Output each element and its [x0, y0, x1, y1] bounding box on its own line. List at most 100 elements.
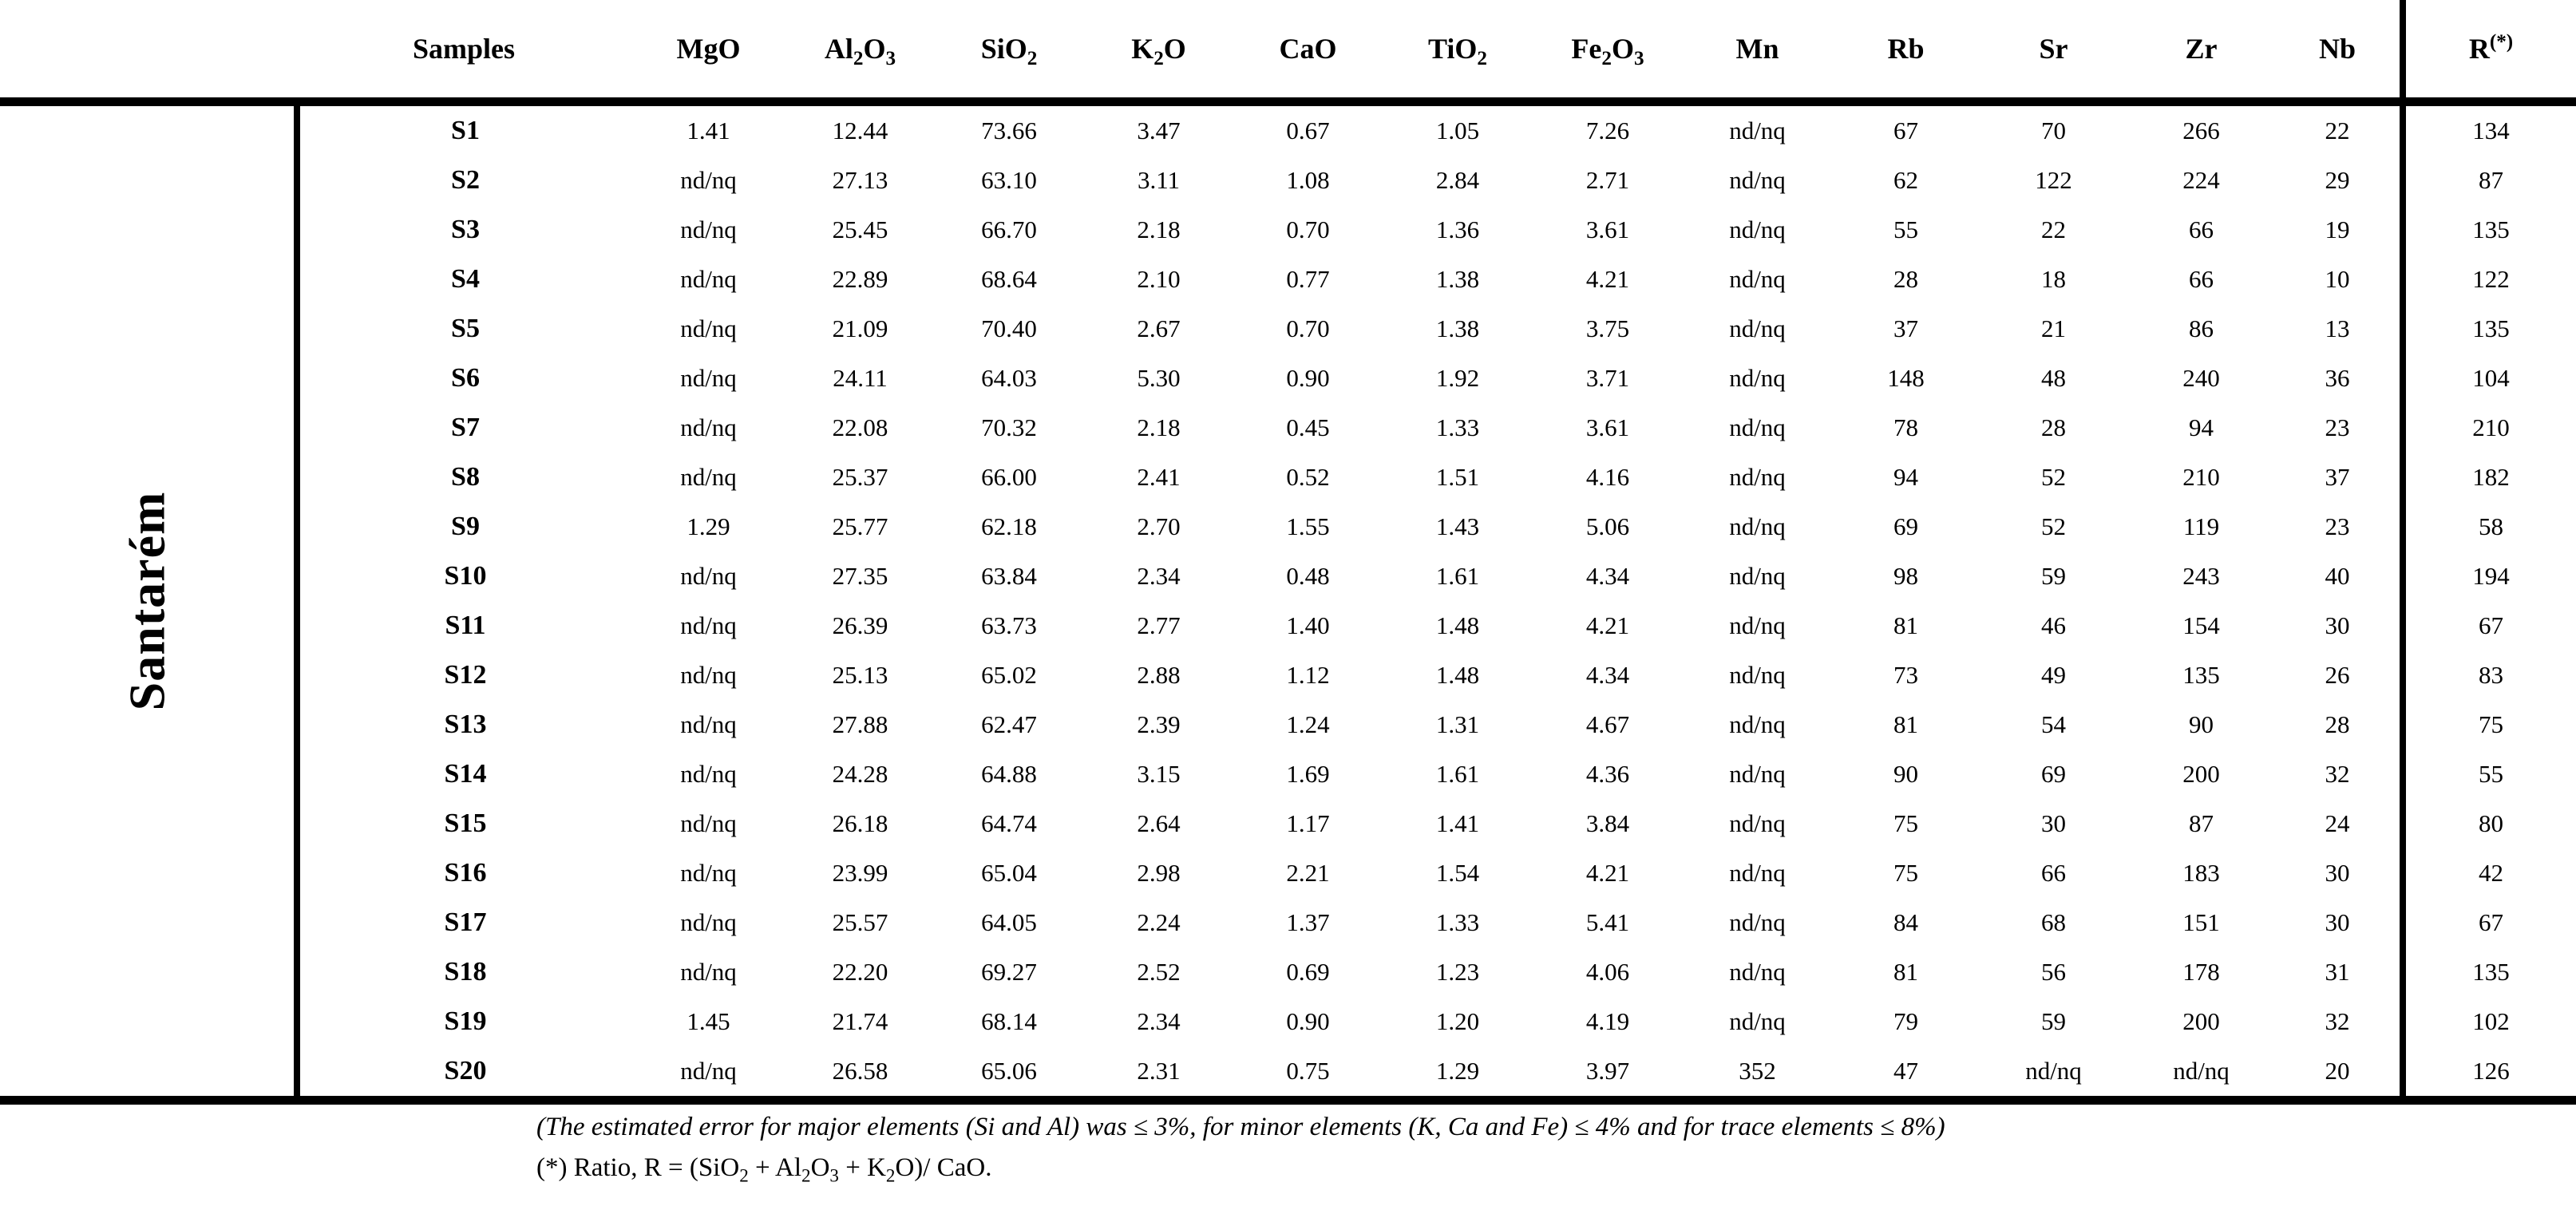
cell-zr: 243 — [2182, 562, 2220, 590]
group-label-text: Santarém — [118, 491, 175, 711]
cell-fe2o3: 4.19 — [1585, 1007, 1630, 1035]
cell-sio2: 64.88 — [981, 760, 1037, 788]
cell-mgo: 1.29 — [687, 512, 730, 540]
cell-al2o3: 25.45 — [832, 215, 888, 243]
cell-mn: nd/nq — [1729, 661, 1786, 689]
cell-al2o3: 26.18 — [832, 809, 888, 837]
table-row: S8 nd/nq 25.37 66.00 2.41 0.52 1.51 4.16… — [0, 453, 2576, 502]
cell-al2o3: 25.13 — [832, 661, 888, 689]
cell-mn: nd/nq — [1729, 265, 1786, 293]
table-row: S11 nd/nq 26.39 63.73 2.77 1.40 1.48 4.2… — [0, 601, 2576, 650]
cell-k2o: 2.77 — [1137, 611, 1181, 639]
col-header-samples: Samples — [297, 0, 631, 106]
cell-cao: 1.37 — [1286, 908, 1330, 936]
cell-k2o: 2.34 — [1137, 562, 1181, 590]
cell-rb: 79 — [1893, 1007, 1918, 1035]
cell-tio2: 1.31 — [1435, 710, 1480, 738]
cell-sio2: 64.05 — [981, 908, 1037, 936]
cell-fe2o3: 4.21 — [1585, 859, 1630, 887]
cell-cao: 0.45 — [1286, 413, 1330, 441]
cell-al2o3: 22.20 — [832, 958, 888, 986]
col-header-k2o: K2O — [1084, 0, 1233, 106]
cell-sio2: 65.02 — [981, 661, 1037, 689]
table-row: S14 nd/nq 24.28 64.88 3.15 1.69 1.61 4.3… — [0, 749, 2576, 799]
cell-al2o3: 27.35 — [832, 562, 888, 590]
cell-nb: 30 — [2325, 859, 2350, 887]
table-row: S18 nd/nq 22.20 69.27 2.52 0.69 1.23 4.0… — [0, 947, 2576, 997]
table-row: S15 nd/nq 26.18 64.74 2.64 1.17 1.41 3.8… — [0, 799, 2576, 848]
cell-rb: 37 — [1893, 314, 1918, 342]
cell-sr: 56 — [2041, 958, 2066, 986]
cell-mn: 352 — [1683, 1046, 1832, 1105]
cell-fe2o3: 4.16 — [1585, 463, 1630, 491]
cell-zr: 210 — [2182, 463, 2220, 491]
cell-cao: 0.77 — [1286, 265, 1330, 293]
cell-ratio: 194 — [2400, 552, 2576, 601]
sample-id: S1 — [451, 116, 480, 145]
col-header-nb: Nb — [2275, 0, 2403, 106]
cell-nb: 26 — [2325, 661, 2350, 689]
cell-cao: 1.55 — [1286, 512, 1330, 540]
cell-sr: 59 — [2041, 562, 2066, 590]
sample-id: S10 — [444, 561, 487, 591]
cell-rb: 148 — [1887, 364, 1925, 392]
cell-tio2: 1.20 — [1435, 1007, 1480, 1035]
table-row: S4 nd/nq 22.89 68.64 2.10 0.77 1.38 4.21… — [0, 255, 2576, 304]
cell-nb: 32 — [2325, 1007, 2350, 1035]
cell-nb: 20 — [2275, 1046, 2403, 1105]
sample-id: S5 — [451, 314, 480, 343]
table-row: S12 nd/nq 25.13 65.02 2.88 1.12 1.48 4.3… — [0, 650, 2576, 700]
cell-k2o: 3.11 — [1137, 166, 1181, 194]
cell-tio2: 1.41 — [1435, 809, 1480, 837]
cell-rb: 28 — [1893, 265, 1918, 293]
cell-zr: 266 — [2182, 117, 2220, 144]
cell-mn: nd/nq — [1729, 512, 1786, 540]
cell-tio2: 1.05 — [1435, 117, 1480, 144]
sample-id: S16 — [444, 858, 487, 888]
cell-sio2: 73.66 — [981, 117, 1037, 144]
cell-al2o3: 21.74 — [832, 1007, 888, 1035]
cell-mn: nd/nq — [1729, 760, 1786, 788]
cell-zr: 94 — [2189, 413, 2214, 441]
sample-id: S17 — [444, 907, 487, 937]
cell-nb: 23 — [2325, 413, 2350, 441]
cell-rb: 90 — [1893, 760, 1918, 788]
col-header-rb: Rb — [1832, 0, 1980, 106]
cell-k2o: 3.15 — [1137, 760, 1181, 788]
cell-ratio: 67 — [2400, 898, 2576, 947]
cell-sio2: 64.74 — [981, 809, 1037, 837]
cell-k2o: 2.10 — [1137, 265, 1181, 293]
cell-sr: 69 — [2041, 760, 2066, 788]
cell-sio2: 69.27 — [981, 958, 1037, 986]
cell-mgo: nd/nq — [680, 611, 737, 639]
sample-id: S14 — [444, 759, 487, 789]
cell-nb: 32 — [2325, 760, 2350, 788]
cell-fe2o3: 3.61 — [1585, 215, 1630, 243]
cell-sio2: 63.10 — [981, 166, 1037, 194]
cell-tio2: 1.38 — [1435, 265, 1480, 293]
cell-nb: 19 — [2325, 215, 2350, 243]
table-row: S17 nd/nq 25.57 64.05 2.24 1.37 1.33 5.4… — [0, 898, 2576, 947]
cell-zr: 87 — [2189, 809, 2214, 837]
table-row: S10 nd/nq 27.35 63.84 2.34 0.48 1.61 4.3… — [0, 552, 2576, 601]
cell-fe2o3: 3.71 — [1585, 364, 1630, 392]
cell-ratio: 135 — [2400, 205, 2576, 255]
cell-fe2o3: 7.26 — [1585, 117, 1630, 144]
cell-tio2: 1.92 — [1435, 364, 1480, 392]
cell-mgo: 1.41 — [687, 117, 730, 144]
table-body: Santarém S1 1.41 12.44 73.66 3.47 0.67 1.… — [0, 101, 2576, 1105]
cell-sio2: 70.32 — [981, 413, 1037, 441]
cell-mn: nd/nq — [1729, 859, 1786, 887]
sample-id: S18 — [444, 957, 487, 987]
cell-k2o: 2.31 — [1084, 1046, 1233, 1105]
sample-id: S20 — [297, 1046, 631, 1105]
cell-al2o3: 21.09 — [832, 314, 888, 342]
cell-mn: nd/nq — [1729, 958, 1786, 986]
cell-zr: 86 — [2189, 314, 2214, 342]
cell-cao: 1.24 — [1286, 710, 1330, 738]
cell-nb: 23 — [2325, 512, 2350, 540]
cell-sio2: 70.40 — [981, 314, 1037, 342]
cell-fe2o3: 5.41 — [1585, 908, 1630, 936]
table-header: Samples MgO Al2O3 SiO2 K2O CaO TiO2 Fe2O… — [0, 0, 2576, 106]
